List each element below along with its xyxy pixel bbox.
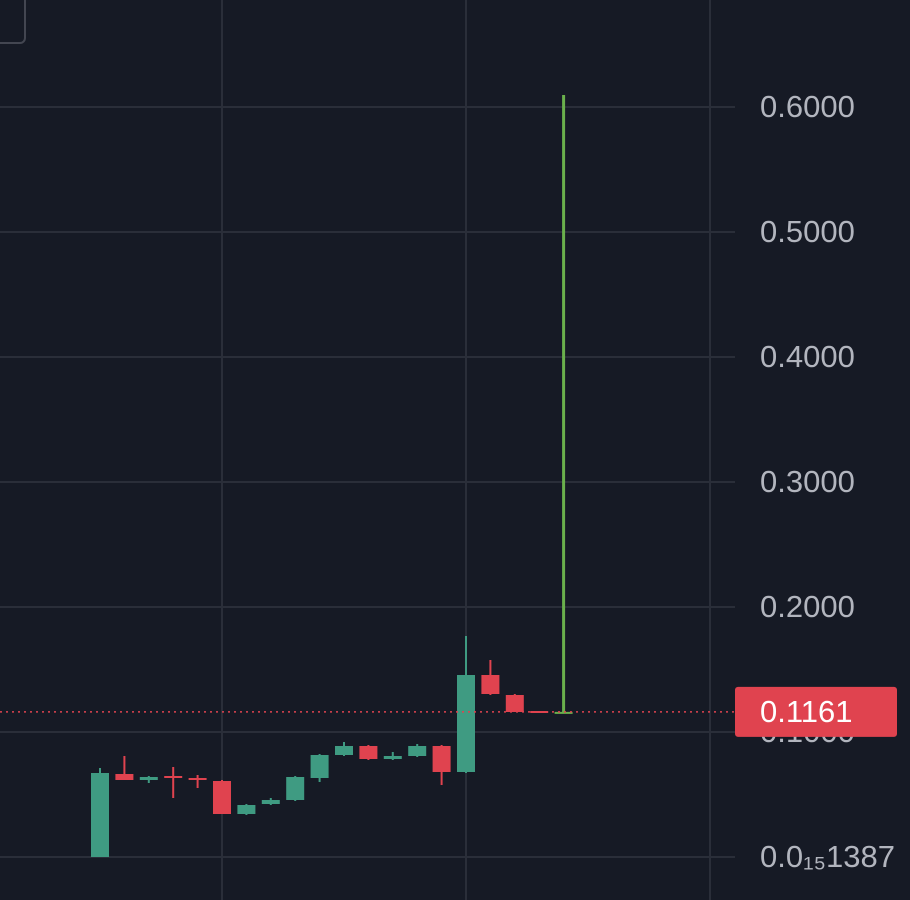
candle-body bbox=[408, 746, 427, 756]
price-label-box bbox=[735, 686, 897, 737]
candle-body bbox=[115, 774, 134, 780]
candles-layer bbox=[0, 95, 735, 857]
y-tick-label: 0.4000 bbox=[760, 339, 855, 374]
candle-body bbox=[481, 675, 500, 694]
candle-body bbox=[261, 800, 280, 804]
candle-body bbox=[554, 711, 573, 714]
candle-body bbox=[164, 776, 183, 778]
toolbar-button[interactable] bbox=[0, 0, 26, 44]
candle-body bbox=[286, 777, 305, 800]
y-tick-label: 0.3000 bbox=[760, 464, 855, 499]
candle-body bbox=[310, 755, 329, 778]
candle-body bbox=[237, 805, 256, 814]
y-tick-label: 0.6000 bbox=[760, 89, 855, 124]
candle-body bbox=[359, 746, 378, 759]
candle-body bbox=[432, 746, 451, 772]
candle-body bbox=[530, 711, 549, 713]
y-tick-label: 0.2000 bbox=[760, 589, 855, 624]
axis-layer: 0.0₁₅13870.10000.20000.30000.40000.50000… bbox=[735, 89, 897, 874]
y-tick-label: 0.0₁₅1387 bbox=[760, 839, 895, 874]
candle-body bbox=[188, 778, 207, 780]
candle-body bbox=[383, 756, 402, 759]
candle-body bbox=[457, 675, 475, 772]
candle-body bbox=[335, 746, 353, 755]
candle-body bbox=[91, 773, 109, 857]
price-label: 0.1161 bbox=[760, 694, 853, 729]
grid-layer bbox=[0, 106, 735, 858]
candle-body bbox=[213, 781, 231, 814]
y-tick-label: 0.5000 bbox=[760, 214, 855, 249]
candle-body bbox=[139, 777, 158, 780]
candle-body bbox=[505, 695, 524, 712]
